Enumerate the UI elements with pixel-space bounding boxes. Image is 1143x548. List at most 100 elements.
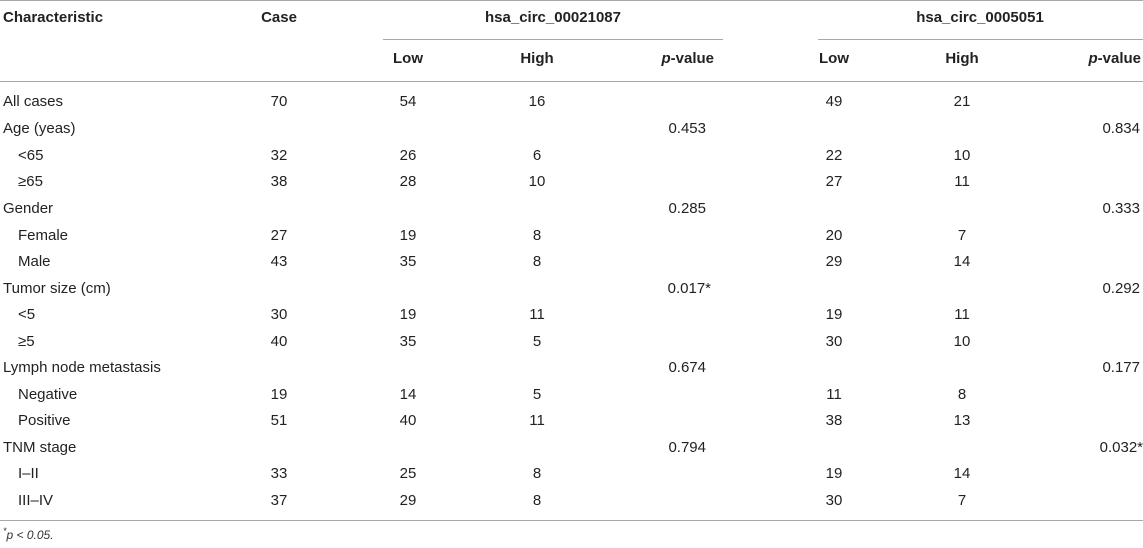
cell-gene2-low: 38 [825, 412, 843, 429]
cell-gene2-low: 19 [825, 465, 843, 482]
gene1-underline [383, 39, 723, 40]
cell-gene2-low: 29 [825, 253, 843, 270]
cell-gene1-high: 8 [532, 253, 542, 270]
header-gene2-pvalue: p-value [1088, 50, 1141, 68]
cell-gene1-high: 6 [532, 147, 542, 164]
cell-gene2-high: 11 [954, 173, 970, 190]
header-case: Case [261, 9, 297, 26]
cell-gene1-high: 11 [529, 412, 545, 429]
cell-gene2-high: 7 [957, 227, 967, 244]
header-gene2: hsa_circ_0005051 [916, 9, 1044, 26]
footnote: *p < 0.05. [3, 526, 54, 542]
cell-gene2-low: 20 [825, 227, 843, 244]
pvalue-suffix: -value [670, 50, 714, 67]
header-characteristic: Characteristic [3, 9, 104, 26]
cell-gene1-pvalue: 0.794 [668, 439, 706, 456]
row-label: Age (yeas) [3, 120, 76, 137]
row-label: <65 [18, 147, 44, 164]
cell-gene1-pvalue: 0.017* [667, 280, 711, 297]
header-gene2-high: High [945, 50, 979, 67]
row-label: III–IV [18, 492, 54, 509]
cell-gene1-low: 25 [399, 465, 417, 482]
cell-gene1-low: 40 [399, 412, 417, 429]
cell-gene2-pvalue: 0.292 [1102, 280, 1140, 297]
cell-gene2-low: 27 [825, 173, 843, 190]
cell-gene1-high: 8 [532, 492, 542, 509]
cell-case: 33 [270, 465, 288, 482]
cell-gene2-high: 21 [953, 93, 971, 110]
cell-case: 19 [270, 386, 288, 403]
cell-gene1-low: 54 [399, 93, 417, 110]
cell-gene2-low: 30 [825, 492, 843, 509]
cell-gene1-high: 16 [528, 93, 546, 110]
row-label: Male [18, 253, 51, 270]
header-gene1-pvalue: p-value [661, 50, 714, 68]
cell-case: 27 [270, 227, 288, 244]
header-gene1-low: Low [393, 50, 423, 67]
pvalue-p: p [1088, 50, 1098, 67]
footnote-text: p < 0.05. [6, 528, 54, 542]
row-label: Gender [3, 200, 54, 217]
cell-case: 70 [270, 93, 288, 110]
cell-gene2-low: 19 [825, 306, 843, 323]
cell-gene1-high: 8 [532, 227, 542, 244]
cell-gene1-high: 8 [532, 465, 542, 482]
cell-gene2-pvalue: 0.177 [1102, 359, 1140, 376]
cell-gene2-high: 11 [954, 306, 970, 323]
row-label: Negative [18, 386, 78, 403]
cell-case: 32 [270, 147, 288, 164]
header-bottom-rule [0, 81, 1143, 82]
footnote-mark: * [3, 526, 7, 536]
cell-gene2-high: 7 [957, 492, 967, 509]
cell-gene2-low: 11 [826, 386, 842, 403]
cell-gene2-pvalue: 0.032* [1099, 439, 1143, 456]
cell-gene2-high: 10 [953, 333, 971, 350]
cell-gene1-pvalue: 0.285 [668, 200, 706, 217]
row-label: Positive [18, 412, 71, 429]
row-label: I–II [18, 465, 39, 482]
cell-case: 40 [270, 333, 288, 350]
cell-gene2-low: 22 [825, 147, 843, 164]
cell-case: 30 [270, 306, 288, 323]
gene2-underline [818, 39, 1143, 40]
row-label: Female [18, 227, 69, 244]
header-gene2-low: Low [819, 50, 849, 67]
header-gene1: hsa_circ_00021087 [485, 9, 621, 26]
row-label: <5 [18, 306, 36, 323]
pvalue-suffix: -value [1097, 50, 1141, 67]
row-label: ≥65 [18, 173, 43, 190]
cell-gene1-pvalue: 0.674 [668, 359, 706, 376]
cell-gene1-high: 5 [532, 386, 542, 403]
cell-gene1-low: 14 [399, 386, 417, 403]
cell-gene2-high: 8 [957, 386, 967, 403]
cell-gene1-low: 28 [399, 173, 417, 190]
bottom-rule [0, 520, 1143, 521]
cell-gene2-low: 30 [825, 333, 843, 350]
cell-gene1-low: 19 [399, 227, 417, 244]
cell-gene2-high: 14 [953, 253, 971, 270]
cell-gene2-low: 49 [825, 93, 843, 110]
row-label: All cases [3, 93, 64, 110]
cell-gene1-low: 19 [399, 306, 417, 323]
cell-case: 43 [270, 253, 288, 270]
pvalue-p: p [661, 50, 671, 67]
cell-gene1-high: 11 [529, 306, 545, 323]
cell-case: 38 [270, 173, 288, 190]
row-label: Tumor size (cm) [3, 280, 111, 297]
cell-gene1-pvalue: 0.453 [668, 120, 706, 137]
cell-gene1-low: 26 [399, 147, 417, 164]
cell-gene2-high: 10 [953, 147, 971, 164]
cell-gene2-high: 14 [953, 465, 971, 482]
cell-gene2-pvalue: 0.333 [1102, 200, 1140, 217]
cell-gene1-low: 35 [399, 253, 417, 270]
cell-gene2-high: 13 [953, 412, 971, 429]
cell-gene1-high: 10 [528, 173, 546, 190]
cell-gene2-pvalue: 0.834 [1102, 120, 1140, 137]
header-gene1-high: High [520, 50, 554, 67]
cell-gene1-high: 5 [532, 333, 542, 350]
cell-gene1-low: 35 [399, 333, 417, 350]
cell-gene1-low: 29 [399, 492, 417, 509]
row-label: ≥5 [18, 333, 35, 350]
cell-case: 37 [270, 492, 288, 509]
row-label: Lymph node metastasis [3, 359, 161, 376]
